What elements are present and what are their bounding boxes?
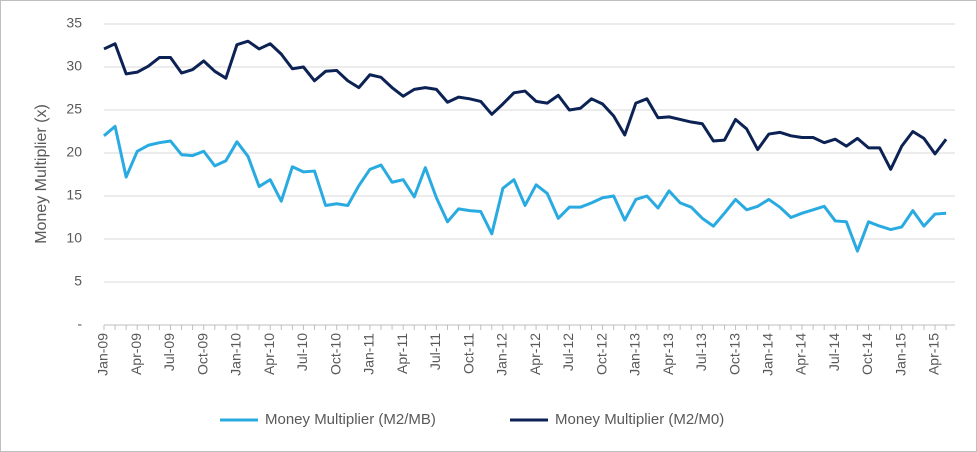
x-tick-label: Jan-13 [627,333,643,376]
x-tick-label: Apr-12 [527,333,543,375]
x-tick-label: Apr-14 [793,333,809,375]
x-tick-label: Jul-10 [294,333,310,371]
x-tick-label: Apr-15 [926,333,942,375]
x-tick-label: Oct-09 [194,333,210,375]
series-line [103,124,947,253]
x-tick-label: Jul-11 [427,333,443,370]
x-tick-label: Apr-13 [660,333,676,375]
x-tick-label: Oct-14 [859,333,875,375]
x-tick-label: Oct-11 [460,333,476,374]
x-tick-label: Jul-14 [826,333,842,371]
series-line [103,39,948,171]
y-tick-label: 35 [66,15,82,31]
y-tick-label: - [77,316,82,332]
legend-label: Money Multiplier (M2/M0) [555,411,724,428]
y-tick-label: 5 [74,273,82,289]
x-tick-label: Apr-10 [261,333,277,375]
x-tick-label: Apr-09 [128,333,144,375]
x-tick-label: Apr-11 [394,333,410,374]
y-axis-label: Money Multiplier (x) [33,104,50,244]
legend-label: Money Multiplier (M2/MB) [265,411,436,428]
x-tick-label: Oct-10 [327,333,343,375]
x-tick-label: Jan-11 [361,333,377,375]
x-tick-label: Jan-12 [494,333,510,376]
x-tick-label: Jan-09 [95,333,111,376]
x-tick-label: Oct-12 [593,333,609,375]
x-tick-label: Jan-14 [760,333,776,376]
x-tick-label: Jul-12 [560,333,576,371]
x-tick-label: Jan-10 [228,333,244,376]
x-tick-label: Jan-15 [892,333,908,376]
y-tick-label: 15 [66,187,82,203]
x-tick-label: Jul-13 [693,333,709,371]
y-tick-label: 20 [66,144,82,160]
y-tick-label: 25 [66,101,82,117]
x-tick-label: Oct-13 [726,333,742,375]
x-tick-label: Jul-09 [161,333,177,371]
y-tick-label: 30 [66,58,82,74]
y-tick-label: 10 [66,230,82,246]
